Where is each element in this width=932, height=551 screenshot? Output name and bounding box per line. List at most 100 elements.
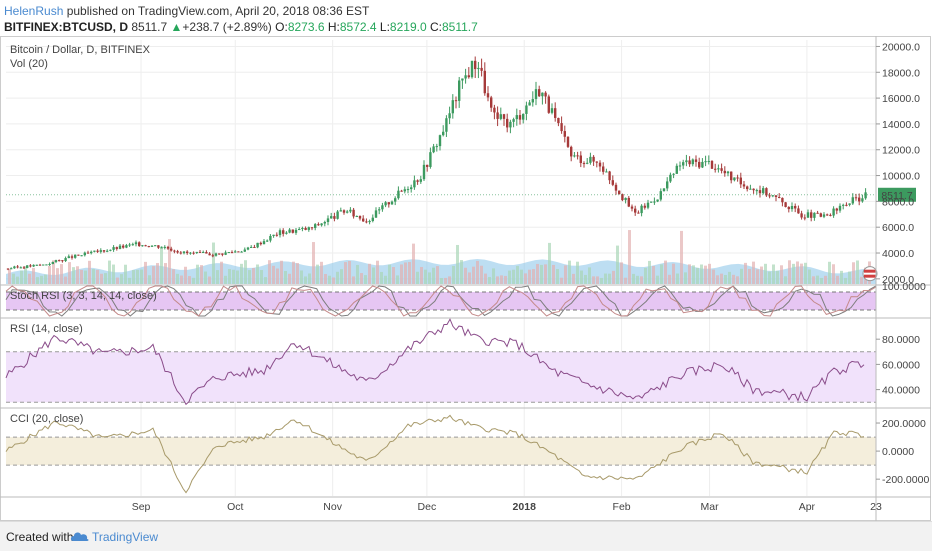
candle-body [429, 152, 432, 167]
candle-body [528, 102, 531, 106]
rsi-pane-title: RSI (14, close) [10, 323, 83, 335]
candle-body [704, 161, 707, 163]
volume-bar [812, 276, 815, 284]
tradingview-brand-link[interactable]: TradingView [92, 530, 159, 544]
stoch-pane-title: Stoch RSI (3, 3, 14, 14, close) [10, 290, 157, 302]
change-value: +238.7 (+2.89%) [182, 20, 272, 34]
candle-body [221, 253, 224, 255]
candle-body [259, 242, 262, 245]
y-tick-label: 14000.0 [882, 119, 920, 131]
candle-body [406, 189, 410, 191]
y-tick-label: 4000.0 [882, 248, 914, 260]
candle-body [634, 208, 637, 213]
candle-body [832, 208, 835, 216]
price-pane[interactable]: 8511.7 [6, 56, 916, 284]
candle-body [211, 255, 214, 257]
volume-bar [296, 263, 299, 284]
volume-bar [244, 260, 247, 284]
candle-body [454, 100, 458, 102]
volume-bar [516, 265, 519, 284]
cci-pane[interactable] [5, 414, 876, 494]
candle-body [470, 60, 474, 78]
volume-bar [348, 260, 351, 284]
volume-bar [784, 276, 787, 284]
last-price: 8511.7 [131, 20, 168, 34]
candle-body [474, 60, 477, 70]
volume-bar [248, 270, 251, 284]
rsi-pane[interactable] [5, 318, 876, 406]
candle-body [451, 100, 454, 114]
volume-bar [172, 269, 175, 284]
volume-bar [120, 274, 123, 284]
candle-body [499, 114, 502, 119]
volume-bar [228, 269, 231, 284]
candle-body [288, 229, 291, 233]
volume-bar [20, 270, 23, 284]
volume-bar [136, 269, 139, 284]
volume-bar [680, 230, 683, 284]
volume-bar [196, 264, 199, 284]
volume-bar [672, 263, 675, 284]
candle-body [730, 171, 733, 181]
candle-body [243, 249, 246, 252]
candle-body [810, 212, 813, 218]
chart-area[interactable]: 8511.7 Sep Oct Nov Dec 2018 Feb Mar Apr 2320000.… [0, 36, 932, 521]
candle-body [566, 136, 570, 147]
candle-body [554, 108, 557, 118]
candle-body [771, 195, 774, 197]
volume-bar [464, 267, 467, 284]
volume-bar [452, 265, 455, 284]
x-tick-label: Mar [700, 501, 719, 513]
candle-body [592, 156, 595, 162]
volume-bar [556, 269, 559, 284]
candle-body [534, 89, 538, 100]
candle-body [752, 188, 755, 191]
candle-body [579, 155, 582, 164]
y-tick-label: 60.0000 [882, 359, 920, 371]
volume-bar [512, 269, 515, 284]
candle-body [32, 264, 35, 267]
change-arrow-icon: ▲ [170, 20, 183, 34]
candle-body [253, 246, 256, 248]
volume-bar [776, 270, 779, 284]
volume-bar [824, 275, 827, 284]
x-tick-label: Nov [323, 501, 342, 513]
volume-bar [856, 260, 859, 284]
candle-body [170, 248, 173, 251]
candle-body [403, 189, 406, 192]
candle-body [822, 214, 826, 217]
candle-body [368, 220, 371, 223]
volume-bar [476, 260, 479, 284]
volume-bar [528, 269, 531, 284]
tradingview-cloud-icon[interactable] [70, 531, 90, 543]
candle-body [493, 107, 496, 113]
stoch-rsi-pane[interactable] [5, 285, 877, 317]
volume-bar [660, 264, 663, 284]
candle-body [141, 245, 144, 247]
volume-bar [408, 262, 411, 284]
volume-bar [60, 264, 63, 284]
candle-body [656, 199, 659, 202]
volume-bar [112, 264, 115, 284]
candle-body [717, 168, 720, 170]
candle-body [381, 205, 384, 210]
volume-bar [76, 266, 79, 284]
candle-body [330, 216, 333, 219]
volume-bar [752, 261, 755, 284]
candle-body [301, 227, 304, 230]
candle-body [659, 191, 662, 200]
candle-body [416, 180, 419, 182]
candle-body [154, 245, 157, 247]
candle-body [371, 217, 374, 221]
volume-bar [684, 272, 687, 284]
volume-bar [500, 275, 503, 284]
candle-body [275, 234, 278, 236]
volume-bar [12, 273, 15, 284]
candle-body [112, 247, 115, 250]
volume-bar [240, 263, 243, 284]
candle-body [512, 119, 515, 122]
candle-body [42, 264, 45, 266]
volume-bar [540, 264, 543, 284]
candle-body [541, 92, 544, 97]
author-link[interactable]: HelenRush [4, 4, 64, 18]
